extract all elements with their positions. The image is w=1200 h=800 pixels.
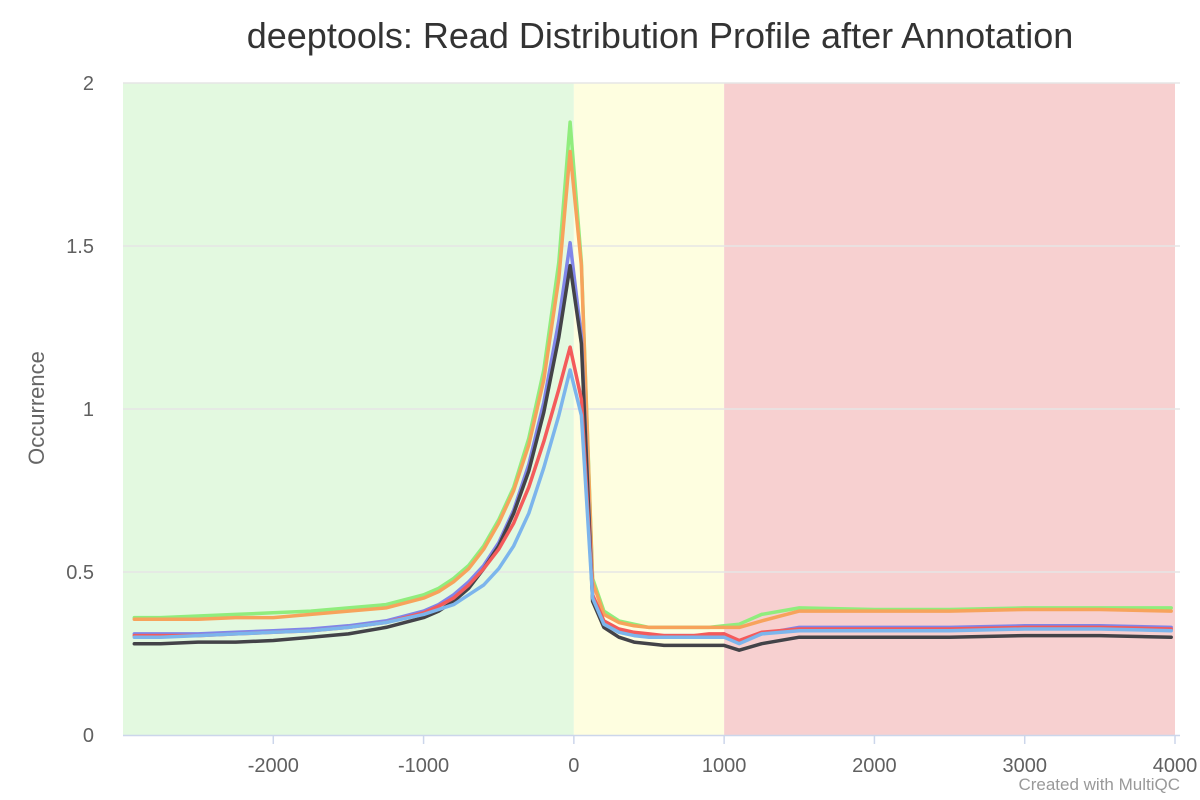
chart-title: deeptools: Read Distribution Profile aft… bbox=[247, 15, 1074, 56]
series-lines bbox=[132, 120, 1173, 652]
series-line-sample_2[interactable] bbox=[132, 149, 1173, 630]
axes bbox=[123, 734, 1180, 744]
x-tick-label: 1000 bbox=[702, 755, 747, 777]
y-tick-label: 0.5 bbox=[66, 562, 94, 584]
series-line-sample_4[interactable] bbox=[132, 263, 1173, 652]
tick-labels: -2000 -1000 0 1000 2000 3000 4000 0 0.5 1 1.5 2 bbox=[66, 73, 1197, 777]
series-line-sample_6[interactable] bbox=[132, 368, 1173, 646]
x-tick-label: -1000 bbox=[398, 755, 449, 777]
x-tick-label: 0 bbox=[568, 755, 579, 777]
y-axis-label: Occurrence bbox=[24, 351, 49, 465]
y-tick-label: 1.5 bbox=[66, 236, 94, 258]
x-tick-label: 4000 bbox=[1153, 755, 1198, 777]
x-tick-label: 3000 bbox=[1002, 755, 1047, 777]
y-tick-label: 0 bbox=[83, 725, 94, 747]
credit-text[interactable]: Created with MultiQC bbox=[1018, 775, 1180, 794]
x-tick-label: -2000 bbox=[248, 755, 299, 777]
x-tick-label: 2000 bbox=[852, 755, 897, 777]
y-tick-label: 1 bbox=[83, 399, 94, 421]
grid-lines bbox=[123, 82, 1180, 573]
y-tick-label: 2 bbox=[83, 73, 94, 95]
